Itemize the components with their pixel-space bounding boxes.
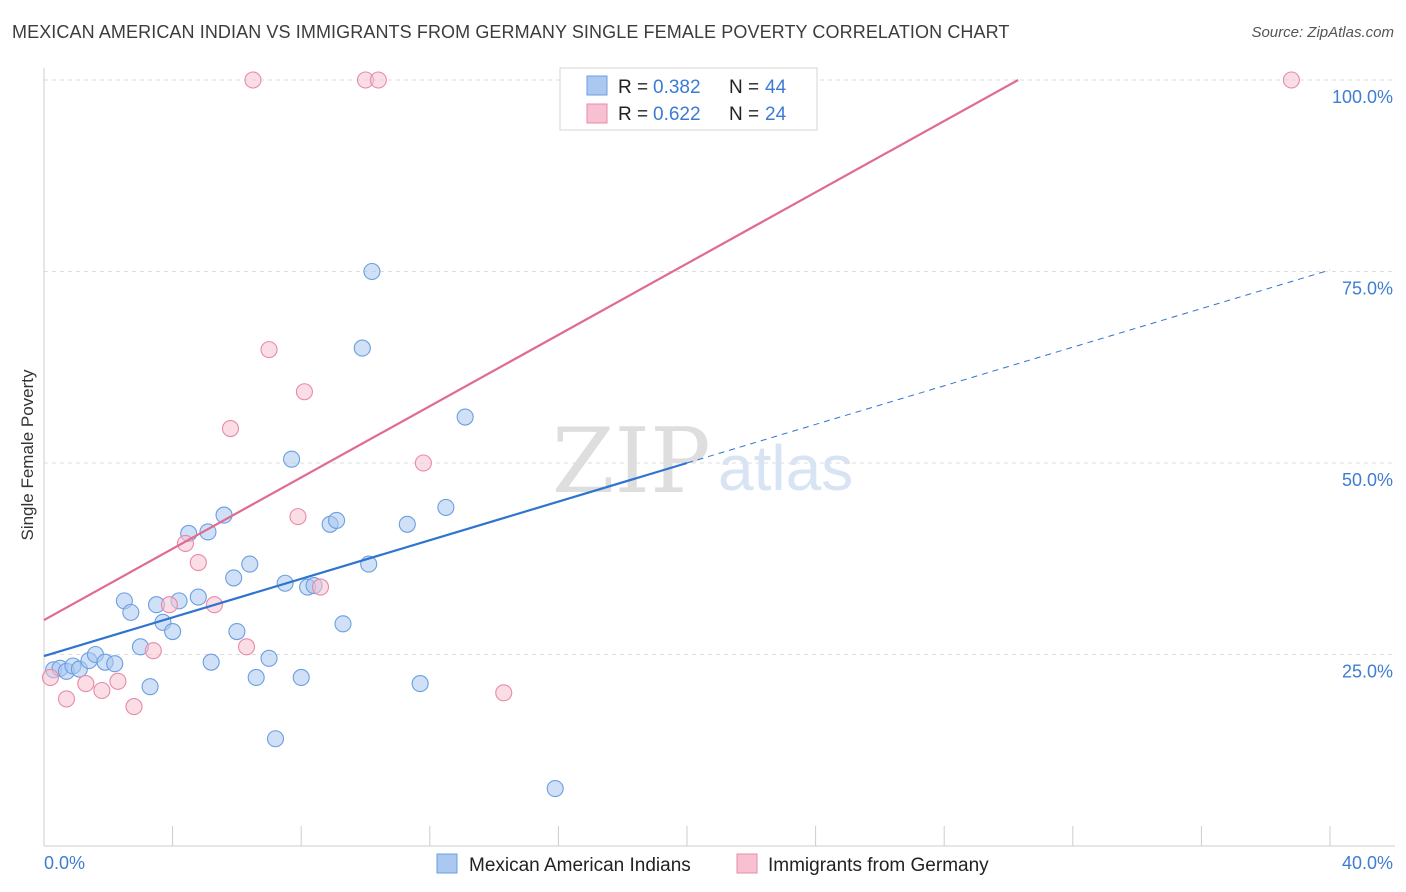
point-blue-22 xyxy=(225,569,243,587)
point-pink-14 xyxy=(260,341,278,359)
point-blue-39 xyxy=(398,515,416,533)
point-blue-30 xyxy=(292,668,310,687)
point-pink-15 xyxy=(289,508,307,526)
x-tick-label-min: 0.0% xyxy=(44,853,85,873)
point-blue-26 xyxy=(260,649,278,667)
x-axis-ticks xyxy=(172,826,1331,846)
legend-n-label-blue: N = xyxy=(729,77,759,98)
point-blue-43 xyxy=(546,779,564,798)
correlation-legend: R = 0.382 N = 44 R = 0.622 N = 24 xyxy=(559,67,818,131)
y-tick-labels: 25.0% 50.0% 75.0% 100.0% xyxy=(1332,87,1393,682)
point-blue-25 xyxy=(247,668,265,687)
trendline-blue-extension xyxy=(686,269,1331,464)
point-pink-17 xyxy=(311,578,330,596)
point-pink-12 xyxy=(237,638,256,656)
point-blue-36 xyxy=(353,339,371,357)
point-blue-38 xyxy=(363,262,381,281)
point-blue-27 xyxy=(266,730,285,748)
point-pink-2 xyxy=(77,675,95,693)
series-legend-swatch-pink xyxy=(736,853,758,874)
series-legend-label-blue: Mexican American Indians xyxy=(469,855,691,876)
point-blue-10 xyxy=(122,603,140,621)
series-legend: Mexican American Indians Immigrants from… xyxy=(436,853,989,876)
legend-r-label-pink: R = xyxy=(618,104,648,125)
point-blue-42 xyxy=(456,408,474,426)
point-blue-20 xyxy=(202,653,220,671)
point-pink-1 xyxy=(57,690,76,708)
legend-n-value-blue: 44 xyxy=(765,77,787,98)
series-legend-label-pink: Immigrants from Germany xyxy=(768,855,989,876)
point-pink-6 xyxy=(144,642,162,660)
point-blue-12 xyxy=(141,678,159,696)
point-pink-16 xyxy=(295,383,313,401)
point-pink-11 xyxy=(221,419,240,438)
point-blue-41 xyxy=(437,498,455,516)
point-pink-4 xyxy=(109,672,127,690)
point-pink-5 xyxy=(125,698,143,716)
points-layer xyxy=(41,71,1300,798)
watermark-zip: ZIP xyxy=(552,409,711,514)
point-blue-8 xyxy=(106,655,124,673)
y-tick-label-25: 25.0% xyxy=(1342,662,1393,682)
point-blue-29 xyxy=(283,450,301,468)
series-legend-swatch-blue xyxy=(436,853,458,874)
legend-r-label-blue: R = xyxy=(618,77,648,98)
point-pink-20 xyxy=(414,454,432,472)
point-pink-21 xyxy=(495,684,513,702)
point-pink-7 xyxy=(160,596,178,614)
point-blue-18 xyxy=(189,588,207,606)
x-tick-label-max: 40.0% xyxy=(1342,853,1393,873)
point-pink-13 xyxy=(244,71,262,89)
legend-swatch-pink xyxy=(586,103,608,124)
y-tick-label-75: 75.0% xyxy=(1342,279,1393,299)
point-pink-23 xyxy=(1282,71,1300,89)
trend-layer xyxy=(43,79,1331,658)
watermark-atlas: atlas xyxy=(718,432,853,504)
point-blue-15 xyxy=(164,622,182,641)
chart-title: MEXICAN AMERICAN INDIAN VS IMMIGRANTS FR… xyxy=(12,22,1010,42)
point-blue-23 xyxy=(228,622,246,641)
chart-source: Source: ZipAtlas.com xyxy=(1251,24,1394,41)
y-tick-label-50: 50.0% xyxy=(1342,470,1393,490)
legend-n-label-pink: N = xyxy=(729,104,759,125)
point-blue-40 xyxy=(411,675,429,693)
point-blue-24 xyxy=(241,555,259,573)
point-pink-9 xyxy=(189,554,207,572)
point-blue-34 xyxy=(328,511,346,530)
legend-r-value-pink: 0.622 xyxy=(653,104,701,125)
point-pink-3 xyxy=(93,681,111,700)
y-tick-label-100: 100.0% xyxy=(1332,87,1393,107)
point-blue-35 xyxy=(334,615,352,633)
trendline-pink xyxy=(43,79,1019,621)
legend-n-value-pink: 24 xyxy=(765,104,787,125)
point-pink-0 xyxy=(41,668,59,687)
legend-swatch-blue xyxy=(586,75,608,96)
legend-r-value-blue: 0.382 xyxy=(653,77,701,98)
point-pink-19 xyxy=(369,71,387,89)
y-axis-title: Single Female Poverty xyxy=(18,369,37,541)
trendline-blue xyxy=(43,461,688,658)
